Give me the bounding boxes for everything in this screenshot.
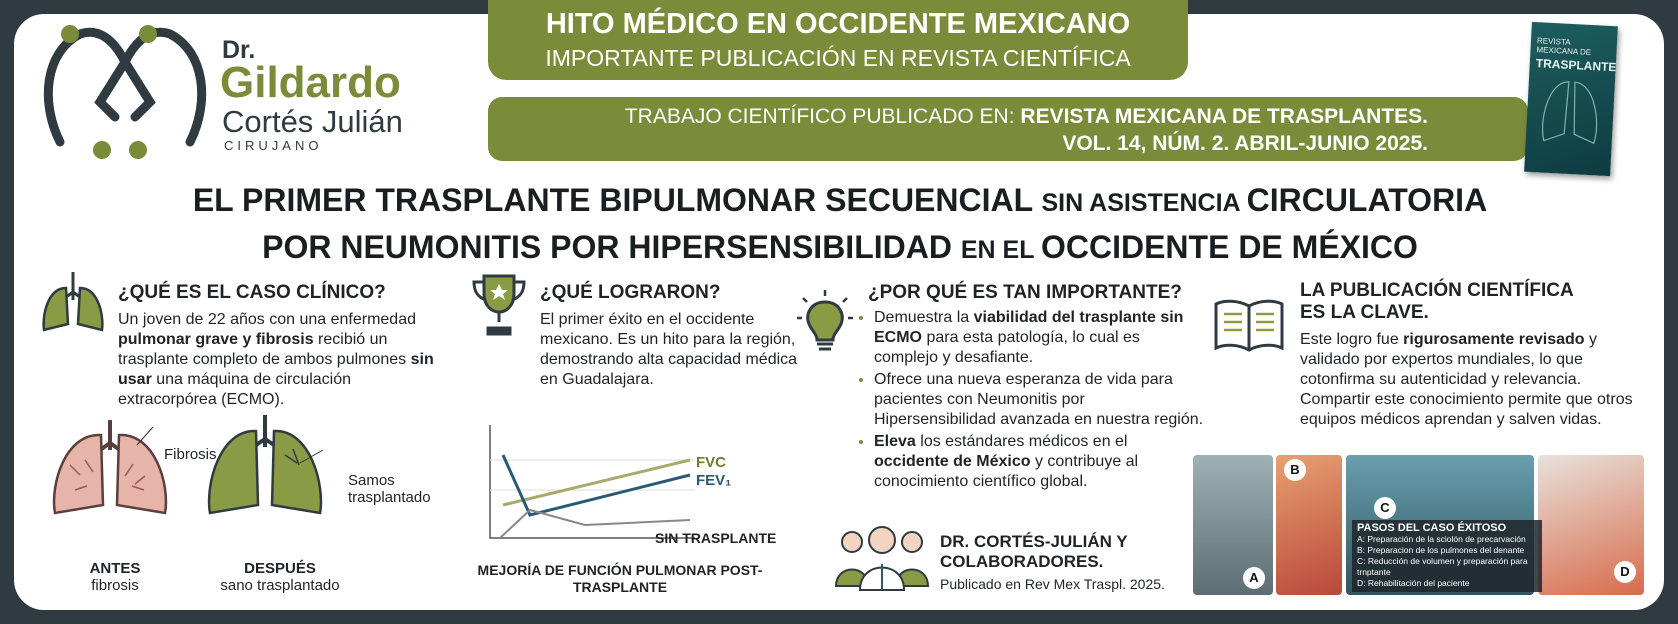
text-run: Ofrece una nueva esperanza de vida para …	[874, 371, 1204, 428]
section-body: Este logro fue rigurosamente revisado y …	[1300, 330, 1645, 430]
caption-steps: A: Preparación de la sciolón de precarva…	[1357, 534, 1537, 589]
text-run: recibió un trasplante completo de ambos …	[118, 331, 411, 368]
authors-note: Publicado en Rev Mex Traspl. 2025.	[940, 576, 1165, 592]
photo-caption: PASOS DEL CASO ÉXITOSO A: Preparación de…	[1352, 520, 1542, 592]
caption-step: D: Rehabilitación del paciente	[1357, 578, 1470, 588]
text-run: El primer éxito en el occidente mexicano…	[540, 311, 798, 388]
text-run: Eleva	[874, 433, 916, 450]
logo-last-name: Cortés Julián	[222, 104, 403, 139]
photo: B	[1276, 455, 1342, 595]
photo-label: B	[1284, 459, 1306, 481]
cover-title-top: REVISTA MEXICANA DE	[1536, 36, 1592, 57]
publication-text: TRABAJO CIENTÍFICO PUBLICADO EN: REVISTA…	[625, 103, 1428, 157]
logo-first-name: Gildardo	[220, 58, 401, 107]
caption-title: PASOS DEL CASO ÉXITOSO	[1357, 522, 1507, 534]
banner-subtitle: IMPORTANTE PUBLICACIÓN EN REVISTA CIENTÍ…	[545, 45, 1131, 71]
publication-bar: TRABAJO CIENTÍFICO PUBLICADO EN: REVISTA…	[488, 97, 1528, 161]
after-label: DESPUÉS sano trasplantado	[205, 560, 355, 594]
case-figure	[52, 415, 324, 515]
doctors-icon	[834, 526, 930, 591]
book-icon	[1214, 299, 1284, 352]
text-run: Demuestra la	[874, 309, 974, 326]
publication-journal: REVISTA MEXICANA DE TRASPLANTES.	[1020, 105, 1428, 128]
banner-title: HITO MÉDICO EN OCCIDENTE MEXICANO	[545, 8, 1131, 40]
before-note: fibrosis	[91, 577, 139, 594]
logo-role: CIRUJANO	[224, 138, 323, 153]
bulb-icon	[797, 290, 853, 351]
cover-lungs	[1541, 81, 1598, 145]
publication-lead: TRABAJO CIENTÍFICO PUBLICADO EN:	[624, 105, 1015, 128]
authors-name: DR. CORTÉS-JULIÁN Y COLABORADORES.	[940, 532, 1128, 571]
after-note: sano trasplantado	[220, 577, 340, 594]
photo-label: D	[1614, 561, 1636, 583]
baseline-label: SIN TRASPLANTE	[655, 530, 777, 546]
text-run: los estándares médicos en el	[915, 433, 1128, 450]
annotation: Samos trasplantado	[348, 472, 431, 506]
journal-cover: REVISTA MEXICANA DE TRASPLANTES	[1524, 21, 1618, 177]
banner: HITO MÉDICO EN OCCIDENTE MEXICANO IMPORT…	[488, 0, 1188, 80]
text-run: Un joven de 22 años con una enfermedad	[118, 311, 416, 328]
section-bullets: Demuestra la viabilidad del trasplante s…	[858, 308, 1204, 494]
text-run: POR NEUMONITIS POR HIPERSENSIBILIDAD	[262, 229, 961, 265]
trophy-icon	[472, 274, 526, 336]
section-heading: ¿QUÉ ES EL CASO CLÍNICO?	[118, 282, 386, 303]
text-run: para esta patología, lo cual es complejo…	[874, 329, 1140, 366]
section-body: Un joven de 22 años con una enfermedad p…	[118, 310, 438, 410]
caption-step: A: Preparación de la sciolón de precarva…	[1357, 534, 1526, 544]
text-run: y validado por expertos mundiales, lo qu…	[1300, 331, 1633, 428]
section-heading: ¿QUÉ LOGRARON?	[540, 282, 721, 303]
text-run: rigurosamente revisado	[1403, 331, 1585, 348]
text-run: EL PRIMER TRASPLANTE BIPULMONAR SECUENCI…	[192, 182, 1042, 218]
text-run: y contribuye al conocimiento científico …	[874, 453, 1139, 490]
bullet: Demuestra la viabilidad del trasplante s…	[874, 308, 1204, 368]
section-heading: LA PUBLICACIÓN CIENTÍFICA ES LA CLAVE.	[1300, 280, 1574, 323]
photo: A	[1193, 455, 1273, 595]
caption-step: B: Preparacion de los pulmones del denan…	[1357, 545, 1525, 555]
legend-fev1: FEV₁	[696, 472, 732, 489]
caption-step: C: Reducción de volumen y preparación pa…	[1357, 556, 1528, 577]
text-run: pulmonar grave y fibrosis	[118, 331, 314, 348]
text-run: occidente de México	[874, 453, 1031, 470]
text-run: viabilidad del trasplante sin ECMO	[874, 309, 1184, 346]
before-label: ANTES fibrosis	[60, 560, 170, 594]
text-run: OCCIDENTE DE MÉXICO	[1040, 229, 1418, 265]
photo: D	[1538, 455, 1644, 595]
text-run: Este logro fue	[1300, 331, 1404, 348]
annotation: Fibrosis	[164, 446, 217, 463]
headline-line: POR NEUMONITIS POR HIPERSENSIBILIDAD EN …	[20, 225, 1660, 272]
after-title: DESPUÉS	[244, 560, 316, 577]
bullet: Ofrece una nueva esperanza de vida para …	[874, 370, 1204, 430]
text-run: SIN ASISTENCIA	[1041, 189, 1247, 217]
photo-label: A	[1243, 567, 1265, 589]
section-body: El primer éxito en el occidente mexicano…	[540, 310, 810, 390]
trend-illustration	[489, 425, 695, 539]
figure-caption: MEJORÍA DE FUNCIÓN PULMONAR POST-TRASPLA…	[477, 562, 763, 595]
text-run: sin usar	[118, 351, 434, 388]
photo-label: C	[1374, 497, 1396, 519]
text-run: una máquina de circulación extracorpórea…	[118, 371, 352, 408]
before-title: ANTES	[89, 560, 141, 577]
publication-issue: VOL. 14, NÚM. 2. ABRIL-JUNIO 2025.	[1062, 132, 1428, 155]
logo-icon	[43, 25, 207, 159]
headline: EL PRIMER TRASPLANTE BIPULMONAR SECUENCI…	[20, 178, 1660, 272]
bullet: Eleva los estándares médicos en el occid…	[874, 432, 1204, 492]
logo-prefix: Dr.	[222, 36, 256, 64]
legend-fvc: FVC	[696, 454, 726, 471]
lungs-icon	[42, 272, 104, 332]
headline-line: EL PRIMER TRASPLANTE BIPULMONAR SECUENCI…	[20, 178, 1660, 225]
section-heading: ¿POR QUÉ ES TAN IMPORTANTE?	[868, 282, 1182, 303]
text-run: CIRCULATORIA	[1246, 182, 1488, 218]
text-run: EN EL	[960, 236, 1041, 264]
